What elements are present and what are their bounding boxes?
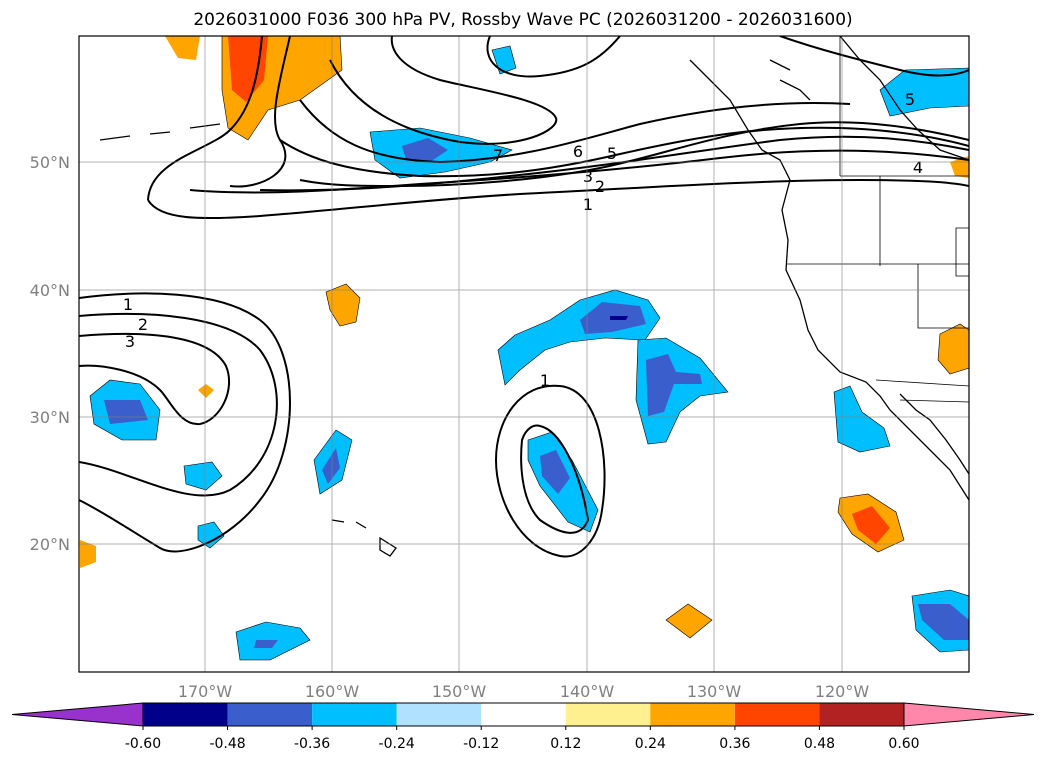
contour-label: 7: [493, 146, 503, 165]
lon-label: 120°W: [815, 682, 870, 701]
colorbar-tick-label: -0.60: [125, 736, 161, 752]
colorbar-segment: [734, 703, 820, 726]
latitude-labels: 50°N 40°N 30°N 20°N: [30, 153, 70, 554]
contour-label: 5: [905, 90, 915, 109]
negative-anomaly-north-core: [402, 138, 448, 162]
colorbar-tick-label: -0.48: [209, 736, 245, 752]
graticule: [79, 36, 969, 672]
contour-label-group: 1 2 3 1 1 2 3 5 6 7 5 4: [123, 90, 923, 390]
map-title: 2026031000 F036 300 hPa PV, Rossby Wave …: [193, 10, 852, 30]
positive-anomaly-small: [165, 36, 200, 60]
colorbar-segment: [143, 703, 228, 726]
lon-label: 130°W: [687, 682, 742, 701]
colorbar-tick-label: -0.36: [294, 736, 330, 752]
lat-label: 40°N: [30, 281, 70, 300]
contour-label: 6: [573, 142, 583, 161]
colorbar-segment: [481, 703, 566, 726]
positive-anomaly-core: [228, 36, 268, 102]
colorbar-frame: [142, 702, 905, 727]
contour-south-1: [494, 384, 606, 558]
state-borders: [786, 36, 969, 403]
colorbar-extend-max: [903, 702, 1035, 727]
contour-label: 1: [583, 195, 593, 214]
colorbar-tick-label: -0.12: [463, 736, 499, 752]
lon-label: 150°W: [432, 682, 487, 701]
colorbar-segment: [819, 703, 904, 726]
colorbar-tick-label: 0.60: [888, 736, 919, 752]
pv-shading: [80, 36, 969, 661]
lon-label: 160°W: [305, 682, 360, 701]
longitude-labels: 170°W 160°W 150°W 140°W 130°W 120°W: [178, 682, 870, 701]
colorbar-extend-min: [11, 702, 144, 727]
lat-label: 20°N: [30, 535, 70, 554]
contour-label: 4: [913, 158, 923, 177]
contour-west-1: [79, 292, 291, 553]
positive-anomaly-coast: [937, 323, 969, 375]
colorbar-tick-label: 0.24: [635, 736, 666, 752]
colorbar-segment: [312, 703, 397, 726]
contour-label: 5: [607, 144, 617, 163]
rossby-wave-contours: [79, 36, 969, 558]
lon-label: 140°W: [560, 682, 615, 701]
map-frame: [78, 35, 970, 673]
contour-label: 2: [138, 315, 148, 334]
contour-label: 2: [595, 177, 605, 196]
contour-north-1: [147, 36, 263, 201]
colorbar-segment: [565, 703, 651, 726]
colorbar-tick-label: -0.24: [379, 736, 415, 752]
colorbar-tick-label: 0.12: [550, 736, 581, 752]
colorbar-tick-label: 0.36: [719, 736, 750, 752]
lon-label: 170°W: [178, 682, 233, 701]
negative-anomaly-northeast: [879, 67, 969, 117]
lat-label: 30°N: [30, 408, 70, 427]
contour-label: 1: [123, 295, 133, 314]
colorbar-segment: [396, 703, 482, 726]
colorbar: -0.60 -0.48 -0.36 -0.24 -0.12 0.12 0.24 0.36 0.4…: [11, 702, 1035, 752]
colorbar-segment: [227, 703, 313, 726]
contour-label: 3: [583, 167, 593, 186]
lat-label: 50°N: [30, 153, 70, 172]
contour-label: 1: [540, 371, 550, 390]
positive-anomaly-14n: [665, 603, 713, 639]
map-panel: 1 2 3 1 1 2 3 5 6 7 5 4: [78, 35, 970, 673]
positive-anomaly-39n: [325, 283, 361, 327]
colorbar-segment: [650, 703, 735, 726]
colorbar-tick-label: 0.48: [804, 736, 835, 752]
contour-south-2: [520, 424, 590, 534]
contour-label: 3: [125, 332, 135, 351]
